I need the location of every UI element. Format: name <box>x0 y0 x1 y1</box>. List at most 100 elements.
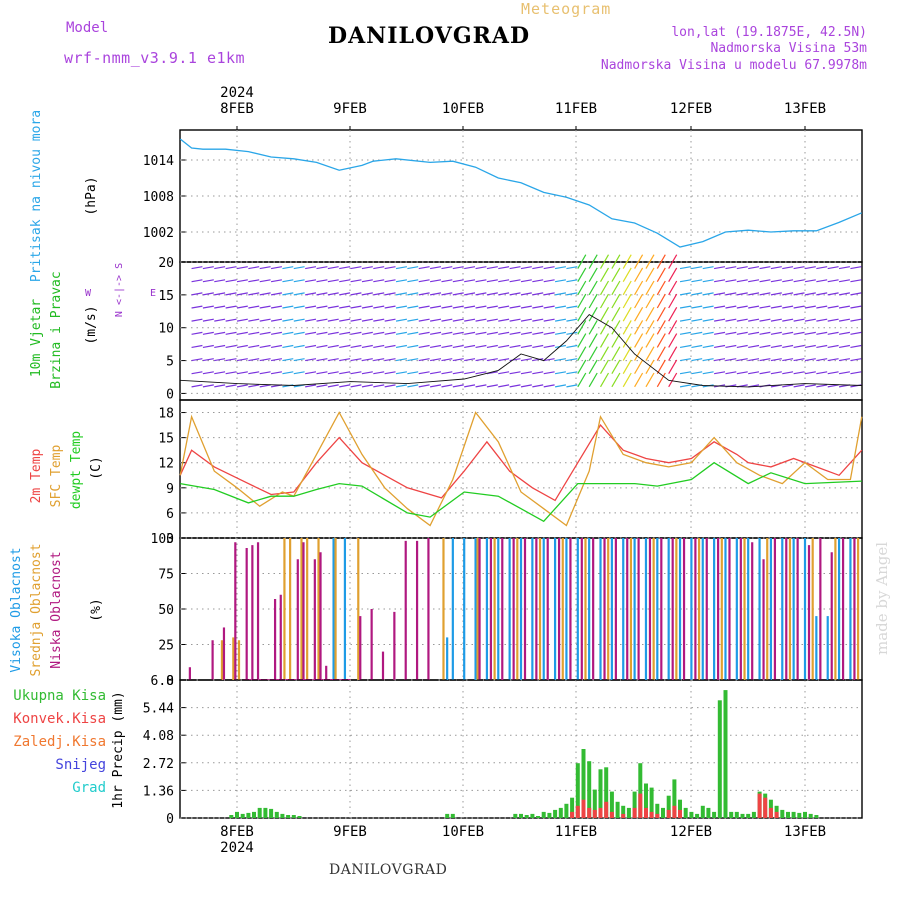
wind-arrow <box>532 358 544 362</box>
precip-bar <box>808 813 813 818</box>
wind-arrow <box>816 331 828 335</box>
precip-bar <box>695 813 700 818</box>
wind-arrow <box>850 358 862 362</box>
wind-arrow <box>293 331 305 335</box>
wind-arrow <box>282 305 294 309</box>
wind-arrow <box>816 266 828 270</box>
wind-arrow <box>339 292 351 296</box>
wind-arrow <box>452 344 464 349</box>
wind-arrow <box>441 318 453 322</box>
wind-arrow <box>407 384 419 388</box>
temp-2m-label: 2m Temp <box>29 448 44 503</box>
precip-bar <box>638 793 643 818</box>
precip-bar <box>632 807 637 818</box>
wind-arrow <box>691 331 703 335</box>
wind-arrow <box>577 254 587 269</box>
wind-arrow <box>395 384 408 388</box>
wind-arrow <box>305 344 317 349</box>
wind-arrow <box>816 318 828 322</box>
precip-bar <box>598 769 603 818</box>
precip-legend-item: Snijeg <box>55 757 106 773</box>
bottom-day-label: 9FEB <box>333 824 367 840</box>
wind-arrow <box>293 371 305 375</box>
wind-arrow <box>225 305 237 309</box>
wind-arrow <box>373 292 385 296</box>
precip-bar <box>592 789 597 818</box>
wind-arrow <box>634 280 644 296</box>
wind-arrow <box>668 293 678 309</box>
wind-arrow <box>248 331 260 335</box>
wind-arrow <box>532 266 544 270</box>
wind-arrow <box>259 279 271 283</box>
y-tick-label: 6.8 <box>151 674 174 689</box>
wind-arrow <box>850 266 862 270</box>
wind-arrow <box>259 344 271 349</box>
precip-bar <box>768 807 773 818</box>
wind-arrow <box>770 292 782 296</box>
wind-arrow <box>339 384 351 388</box>
wind-arrow <box>532 318 544 322</box>
wind-arrow <box>475 318 487 322</box>
wind-arrow <box>236 292 248 296</box>
y-tick-label: 5 <box>166 355 174 370</box>
wind-arrow <box>554 318 567 322</box>
wind-arrow <box>202 279 214 283</box>
wind-arrow <box>430 371 442 375</box>
wind-arrow <box>430 358 442 362</box>
wind-arrow <box>622 320 632 335</box>
wind-arrow <box>270 358 283 362</box>
wind-arrow <box>668 333 678 348</box>
wind-arrow <box>770 318 782 322</box>
wind-arrow <box>827 371 839 375</box>
pressure-title: Pritisak na nivou mora <box>29 110 44 282</box>
wind-arrow <box>430 292 442 296</box>
temp-line-2 <box>180 461 862 523</box>
wind-arrow <box>611 346 621 361</box>
precip-bar <box>797 812 802 818</box>
y-tick-label: 25 <box>158 639 174 654</box>
wind-arrow <box>214 331 226 335</box>
wind-arrow <box>316 344 328 349</box>
wind-arrow <box>793 266 805 270</box>
wind-arrow <box>316 279 328 283</box>
wind-arrow <box>293 305 305 309</box>
wind-arrow <box>543 292 555 296</box>
y-tick-label: 1008 <box>143 190 174 205</box>
wind-arrow <box>520 344 532 349</box>
wind-arrow <box>441 305 453 309</box>
bottom-day-label: 10FEB <box>442 824 484 840</box>
y-tick-label: 1014 <box>143 154 174 169</box>
wind-arrow <box>248 371 260 375</box>
precip-bar <box>229 815 234 818</box>
wind-arrow <box>702 371 714 375</box>
wind-arrow <box>498 344 510 349</box>
wind-arrow <box>361 305 373 309</box>
precip-bar <box>626 807 631 818</box>
wind-arrow <box>225 344 237 349</box>
wind-arrow <box>225 266 237 270</box>
wind-arrow <box>645 359 655 375</box>
wind-arrow <box>225 358 237 362</box>
wind-arrow <box>407 358 419 362</box>
precip-bar <box>252 811 256 818</box>
wind-arrow <box>191 331 203 335</box>
wind-arrow <box>395 358 408 362</box>
wind-arrow <box>679 371 692 375</box>
wind-arrow <box>293 344 305 349</box>
precip-bar <box>598 807 603 818</box>
wind-arrow <box>804 305 816 309</box>
wind-arrow <box>270 279 283 283</box>
precip-bar <box>780 809 785 818</box>
wind-arrow <box>498 292 510 296</box>
wind-arrow <box>838 344 851 349</box>
wind-arrow <box>782 344 794 349</box>
wind-arrow <box>350 318 362 322</box>
wind-arrow <box>679 344 692 349</box>
wind-arrow <box>327 266 339 270</box>
wind-arrow <box>202 292 214 296</box>
wind-arrow <box>441 384 453 388</box>
wind-arrow <box>486 371 498 375</box>
precip-legend-item: Konvek.Kisa <box>13 711 106 727</box>
wind-arrow <box>441 292 453 296</box>
wind-arrow <box>725 266 737 270</box>
